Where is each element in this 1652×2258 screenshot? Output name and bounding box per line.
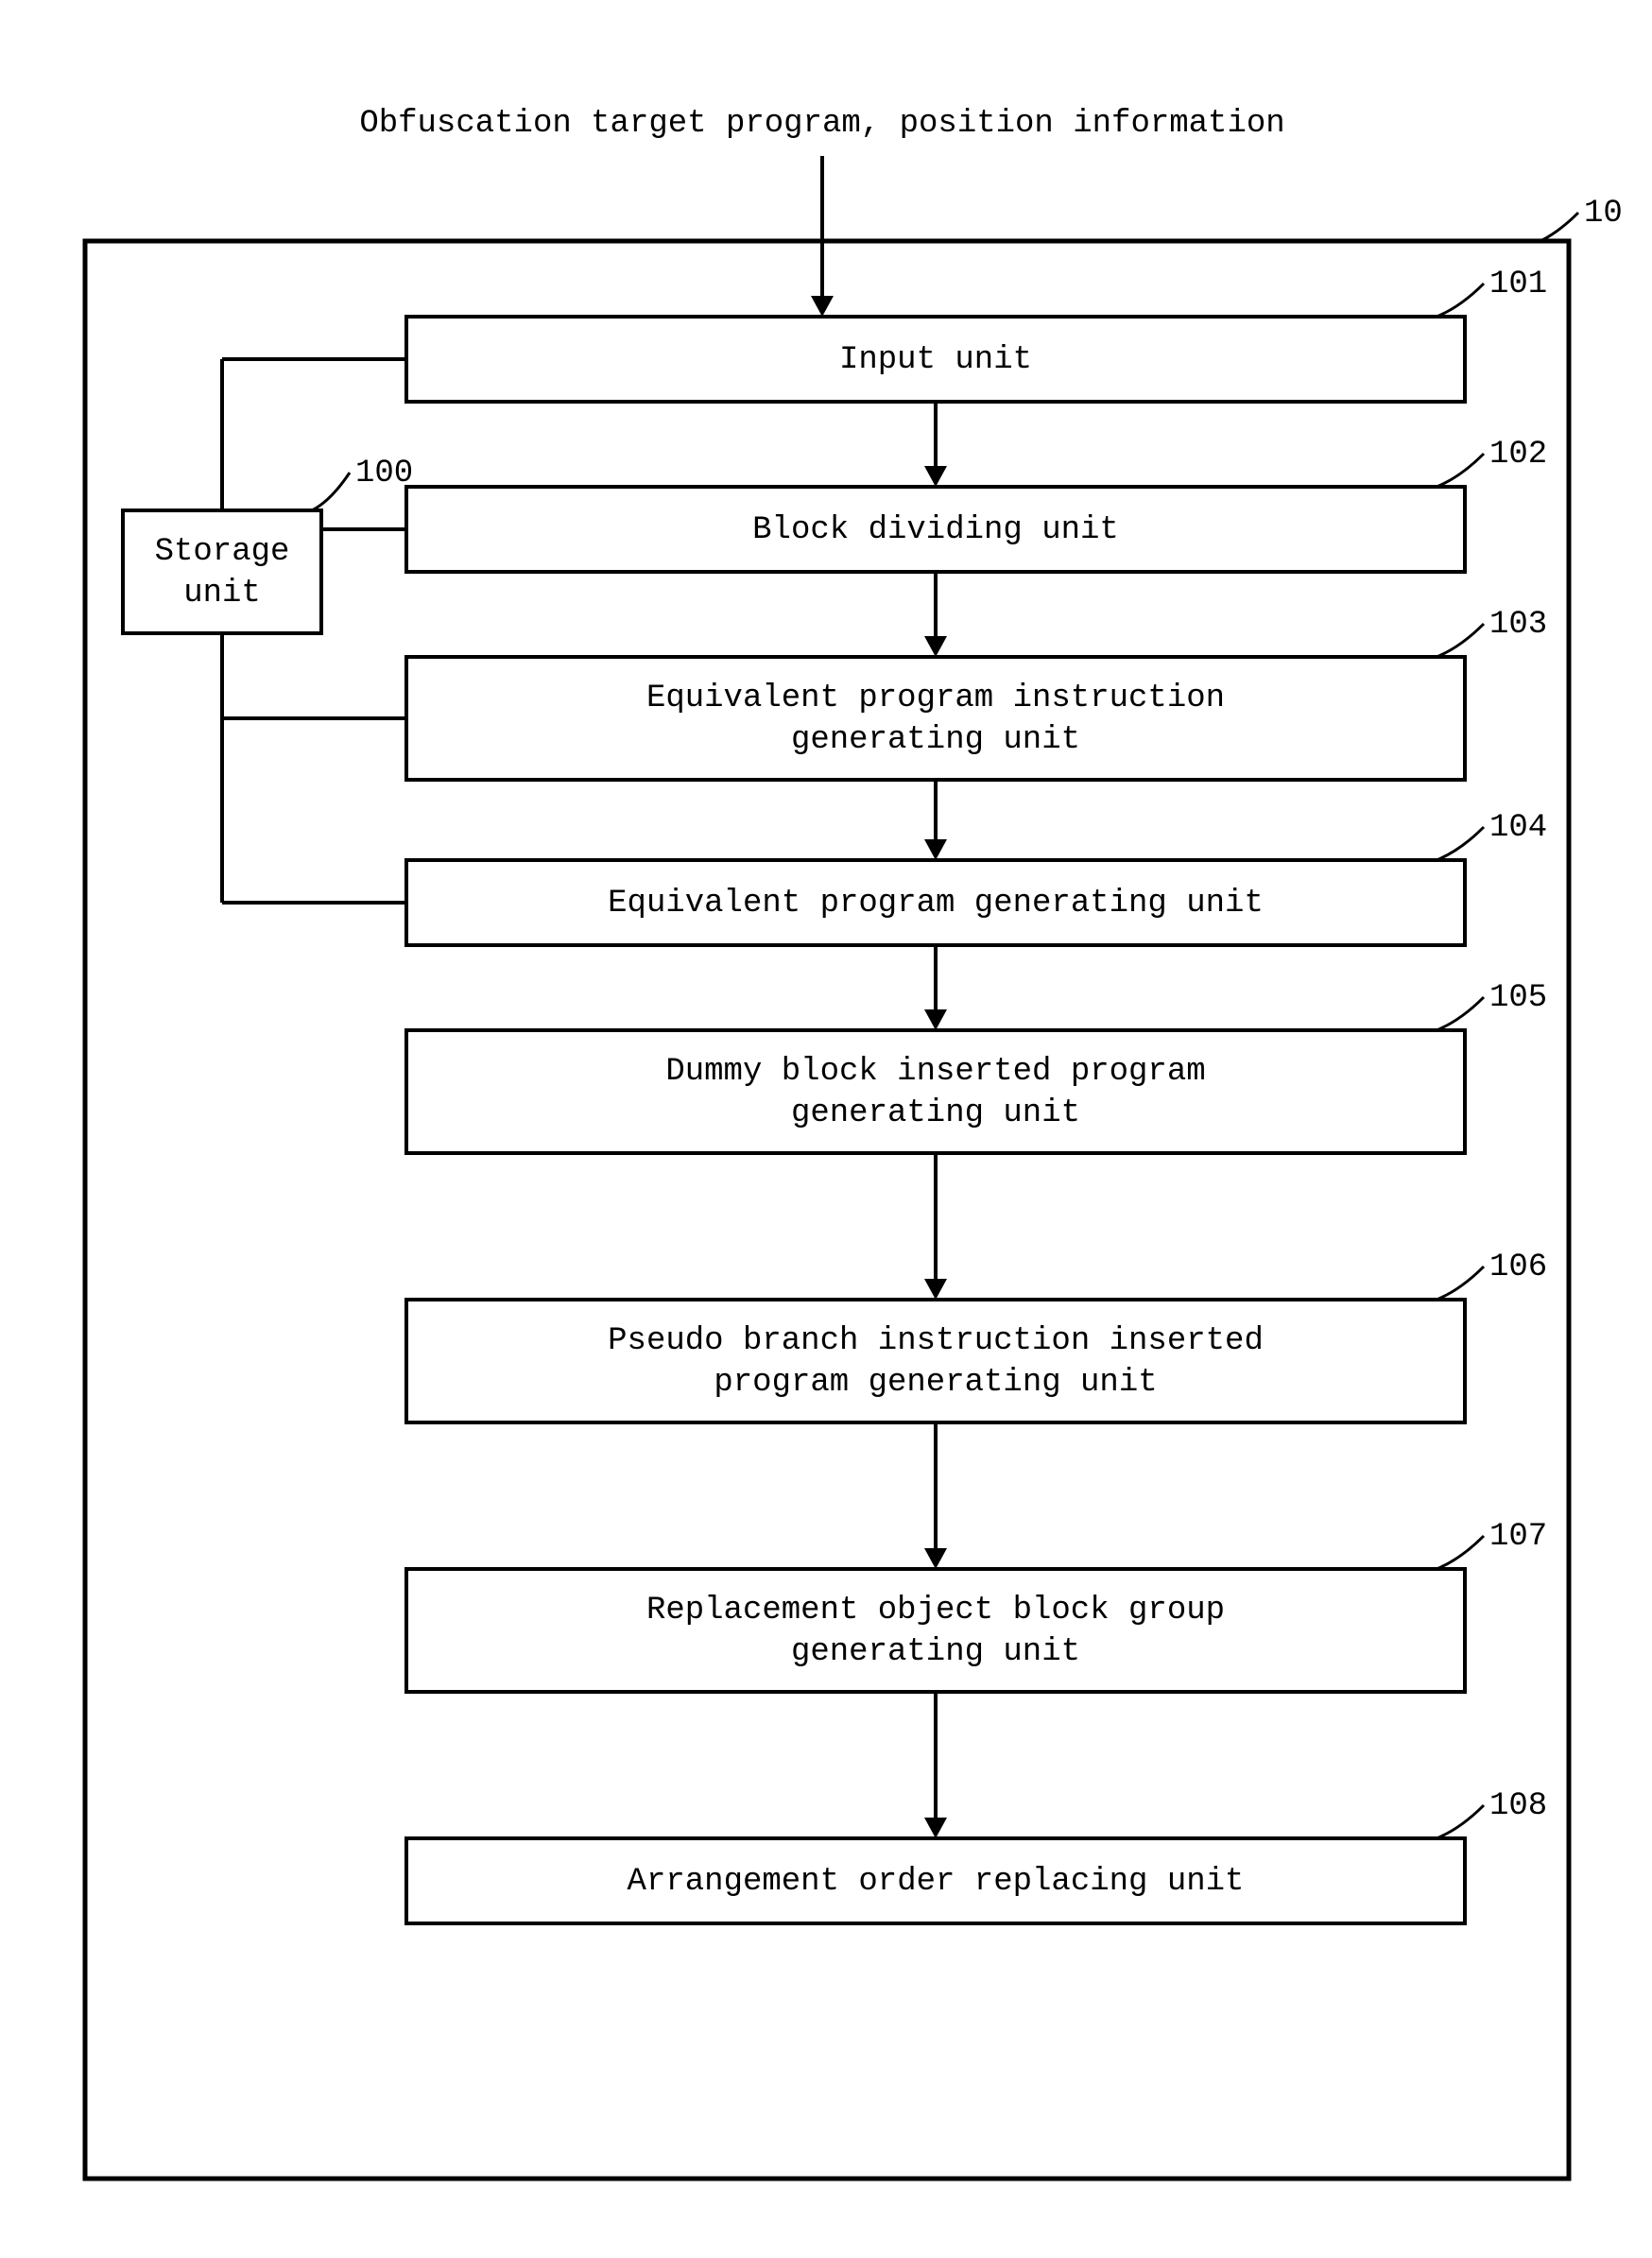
arrow-eqprog-to-dummy-head — [924, 1009, 947, 1030]
pseudo-label-line-1: program generating unit — [714, 1365, 1157, 1401]
eqinstr-label-line-0: Equivalent program instruction — [646, 681, 1225, 716]
arrange-label-line-0: Arrangement order replacing unit — [628, 1864, 1245, 1900]
dummy-box — [406, 1030, 1465, 1153]
storage-unit-label-line-1: unit — [183, 576, 261, 612]
dummy-label-line-1: generating unit — [791, 1095, 1080, 1131]
eqinstr-ref: 103 — [1489, 607, 1547, 643]
eqinstr-label-line-1: generating unit — [791, 722, 1080, 758]
replace-label-line-1: generating unit — [791, 1634, 1080, 1670]
divide-label-line-0: Block dividing unit — [752, 512, 1119, 548]
replace-ref: 107 — [1489, 1519, 1547, 1555]
arrow-pseudo-to-replace-head — [924, 1548, 947, 1569]
eqprog-ref: 104 — [1489, 810, 1547, 846]
dummy-ref: 105 — [1489, 980, 1547, 1016]
pseudo-box — [406, 1300, 1465, 1422]
arrow-replace-to-arrange-head — [924, 1818, 947, 1838]
entry-arrow-head — [811, 296, 834, 317]
pseudo-label-line-0: Pseudo branch instruction inserted — [608, 1323, 1264, 1359]
storage-leader — [312, 473, 350, 510]
arrange-ref: 108 — [1489, 1788, 1547, 1824]
eqinstr-leader — [1437, 624, 1484, 657]
eqprog-label-line-0: Equivalent program generating unit — [608, 886, 1264, 922]
diagram-title: Obfuscation target program, position inf… — [359, 106, 1284, 142]
arrange-leader — [1437, 1805, 1484, 1838]
arrow-divide-to-eqinstr-head — [924, 636, 947, 657]
pseudo-leader — [1437, 1267, 1484, 1300]
divide-ref: 102 — [1489, 437, 1547, 473]
system-ref: 10 — [1584, 196, 1623, 232]
system-leader — [1540, 213, 1578, 241]
divide-leader — [1437, 454, 1484, 487]
eqprog-leader — [1437, 827, 1484, 860]
replace-box — [406, 1569, 1465, 1692]
arrow-input-to-divide-head — [924, 466, 947, 487]
eqinstr-box — [406, 657, 1465, 780]
input-label-line-0: Input unit — [839, 342, 1032, 378]
dummy-leader — [1437, 997, 1484, 1030]
replace-label-line-0: Replacement object block group — [646, 1593, 1225, 1629]
dummy-label-line-0: Dummy block inserted program — [665, 1054, 1205, 1090]
pseudo-ref: 106 — [1489, 1250, 1547, 1285]
storage-unit-label-line-0: Storage — [155, 534, 290, 570]
input-leader — [1437, 284, 1484, 317]
input-ref: 101 — [1489, 267, 1547, 302]
replace-leader — [1437, 1536, 1484, 1569]
arrow-dummy-to-pseudo-head — [924, 1279, 947, 1300]
storage-unit-box — [123, 510, 321, 633]
arrow-eqinstr-to-eqprog-head — [924, 839, 947, 860]
